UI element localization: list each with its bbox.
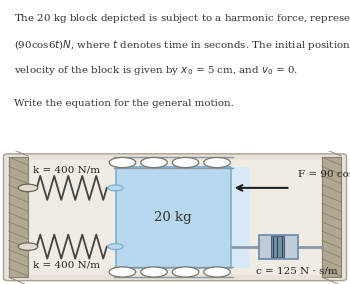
Text: Write the equation for the general motion.: Write the equation for the general motio…: [14, 99, 234, 108]
Circle shape: [108, 185, 123, 191]
Circle shape: [172, 267, 199, 277]
Circle shape: [141, 157, 167, 168]
Bar: [9, 157, 28, 277]
FancyBboxPatch shape: [4, 154, 346, 281]
Circle shape: [18, 243, 38, 250]
Text: c = 125 N · s/m: c = 125 N · s/m: [256, 266, 337, 275]
Text: k = 400 N/m: k = 400 N/m: [33, 165, 100, 174]
Circle shape: [204, 267, 230, 277]
Bar: [116, 166, 231, 268]
Circle shape: [109, 267, 136, 277]
Bar: [231, 166, 250, 268]
Bar: [271, 236, 284, 257]
Bar: [259, 235, 298, 259]
Text: velocity of the block is given by $x_0$ = 5 cm, and $v_0$ = 0.: velocity of the block is given by $x_0$ …: [14, 64, 298, 78]
Text: (90cos6$t$)$N$, where $t$ denotes time in seconds. The initial position and the : (90cos6$t$)$N$, where $t$ denotes time i…: [14, 37, 350, 52]
Circle shape: [109, 157, 136, 168]
Bar: [322, 157, 341, 277]
Circle shape: [108, 244, 123, 250]
Circle shape: [204, 157, 230, 168]
Circle shape: [18, 184, 38, 192]
Text: k = 400 N/m: k = 400 N/m: [33, 260, 100, 269]
Text: F = 90 cos 6t: F = 90 cos 6t: [298, 170, 350, 179]
Circle shape: [172, 157, 199, 168]
Bar: [21, 160, 326, 275]
Text: The 20 kg block depicted is subject to a harmonic force, represented by $F$ =: The 20 kg block depicted is subject to a…: [14, 11, 350, 25]
Circle shape: [141, 267, 167, 277]
Text: 20 kg: 20 kg: [154, 211, 192, 224]
